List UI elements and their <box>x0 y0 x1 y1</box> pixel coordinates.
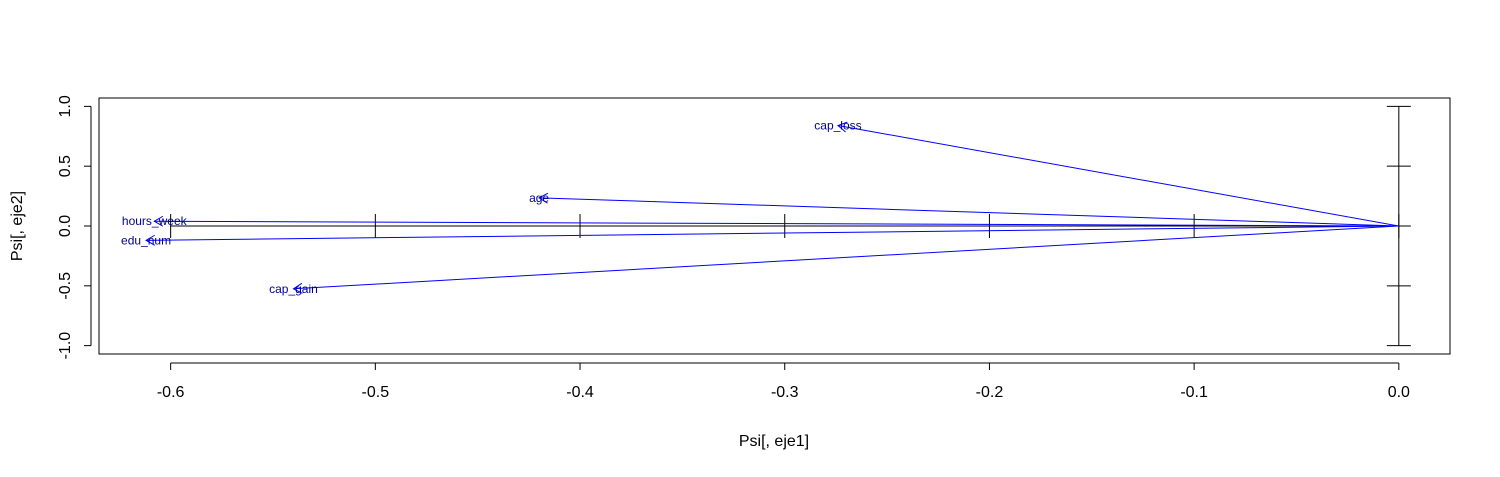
arrow-cap_loss <box>837 125 1399 227</box>
label-cap_gain: cap_gain <box>269 282 318 296</box>
arrow-edu_num <box>146 225 1399 241</box>
label-age: age <box>529 191 549 205</box>
x-tick-label: -0.6 <box>157 384 185 401</box>
x-tick-label: -0.3 <box>771 384 799 401</box>
y-tick-label: -1.0 <box>57 332 74 360</box>
x-tick-label: -0.5 <box>362 384 390 401</box>
x-axis-title: Psi[, eje1] <box>739 433 809 450</box>
y-axis: -1.0 -0.5 0.0 0.5 1.0 <box>57 95 92 360</box>
label-cap_loss: cap_loss <box>814 119 861 133</box>
arrowhead-edu_num <box>145 234 156 246</box>
arrowhead-age <box>538 192 549 204</box>
y-tick-label: 0.0 <box>57 215 74 237</box>
y-tick-label: 0.5 <box>57 155 74 177</box>
label-edu_num: edu_num <box>121 233 171 247</box>
arrowhead-hours_week <box>153 215 164 227</box>
arrowhead-cap_loss <box>836 121 848 133</box>
arrow-hours_week <box>154 220 1399 227</box>
x-axis: -0.6 -0.5 -0.4 -0.3 -0.2 -0.1 0.0 <box>157 362 1410 401</box>
label-hours_week: hours_week <box>122 214 188 228</box>
x-tick-label: -0.4 <box>566 384 594 401</box>
y-axis-title: Psi[, eje2] <box>9 191 26 261</box>
arrowhead-cap_gain <box>292 282 303 294</box>
arrow-cap_gain <box>293 225 1399 290</box>
y-tick-label: -0.5 <box>57 272 74 300</box>
x-tick-label: -0.1 <box>1180 384 1208 401</box>
y-tick-label: 1.0 <box>57 95 74 117</box>
x-tick-label: -0.2 <box>976 384 1004 401</box>
x-tick-label: 0.0 <box>1388 384 1410 401</box>
arrow-age <box>539 197 1399 227</box>
plot-frame <box>98 97 1451 355</box>
